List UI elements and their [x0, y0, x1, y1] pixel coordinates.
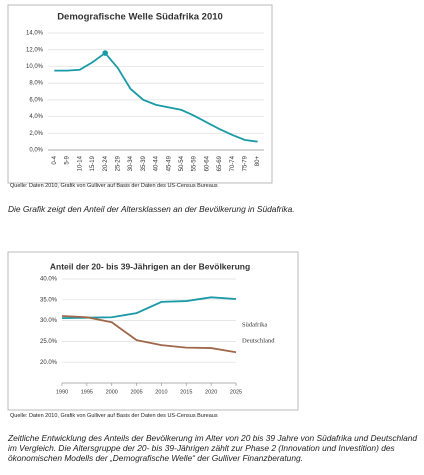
y-tick-label: 35.0% — [40, 297, 58, 303]
legend-label: Südafrika — [242, 321, 267, 328]
x-tick-label: 2015 — [180, 389, 192, 395]
x-tick-label: 60-64 — [204, 155, 210, 171]
y-tick-label: 8,0% — [29, 81, 43, 87]
x-tick-label: 2000 — [106, 389, 118, 395]
x-tick-label: 10-14 — [77, 155, 83, 171]
x-tick-label: 1990 — [56, 389, 68, 395]
x-tick-label: 15-19 — [90, 155, 96, 171]
y-tick-label: 30.0% — [40, 318, 58, 324]
source: Quelle: Daten 2010, Grafik von Gulliver … — [10, 183, 218, 189]
x-tick-label: 65-69 — [217, 155, 223, 171]
x-tick-label: 2005 — [130, 389, 142, 395]
y-tick-label: 4,0% — [29, 114, 43, 120]
x-tick-label: 20-24 — [103, 155, 109, 171]
source: Quelle: Daten 2010, Grafik von Gulliver … — [10, 413, 218, 419]
line — [54, 51, 258, 143]
x-tick-label: 50-54 — [179, 155, 185, 171]
y-tick-label: 10,0% — [26, 64, 44, 70]
caption: Die Grafik zeigt den Anteil der Alterskl… — [8, 204, 295, 214]
x-tick-label: 55-59 — [192, 155, 198, 171]
y-tick-label: 20.0% — [40, 360, 58, 366]
x-tick-label: 1995 — [81, 389, 93, 395]
caption: Zeitliche Entwicklung des Anteils der Be… — [8, 433, 418, 463]
line — [61, 315, 237, 354]
y-tick-label: 6,0% — [29, 97, 43, 103]
x-tick-label: 80+ — [255, 156, 261, 167]
x-tick-label: 2010 — [155, 389, 167, 395]
x-tick-label: 0-4 — [52, 155, 58, 164]
x-tick-label: 2020 — [205, 389, 217, 395]
x-tick-label: 5-9 — [65, 155, 71, 164]
x-tick-label: 30-34 — [128, 155, 134, 171]
y-tick-label: 14,0% — [26, 31, 44, 37]
x-tick-label: 70-74 — [230, 155, 236, 171]
y-tick-label: 12,0% — [26, 47, 44, 53]
y-tick-label: 25.0% — [40, 339, 58, 345]
y-tick-label: 0,0% — [29, 148, 43, 154]
x-tick-label: 25-29 — [115, 155, 121, 171]
chart-title: Demografische Welle Südafrika 2010 — [57, 12, 223, 23]
chart-frame — [7, 251, 299, 411]
point-marker — [102, 50, 108, 56]
y-tick-label: 2,0% — [29, 131, 43, 137]
chart-title: Anteil der 20- bis 39-Jährigen an der Be… — [50, 261, 250, 271]
x-tick-label: 2025 — [230, 389, 242, 395]
x-tick-label: 40-44 — [154, 155, 160, 171]
x-tick-label: 45-49 — [166, 155, 172, 171]
legend-label: Deutschland — [242, 337, 275, 344]
x-tick-label: 35-39 — [141, 155, 147, 171]
chart-frame — [7, 4, 273, 184]
y-tick-label: 40.0% — [40, 277, 58, 283]
x-tick-label: 75-79 — [243, 155, 249, 171]
